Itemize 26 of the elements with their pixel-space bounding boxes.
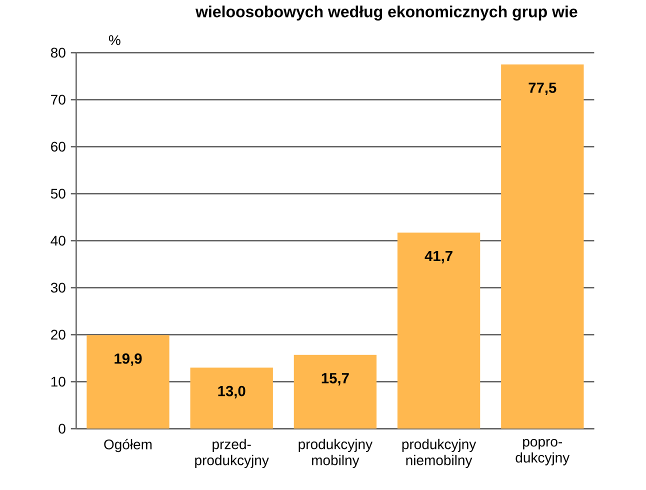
x-tick-label: popro- dukcyjny [516, 438, 570, 466]
bar [86, 335, 170, 429]
y-tick-label: 0 [58, 424, 66, 434]
data-label: 13,0 [218, 386, 246, 398]
y-tick-label: 40 [50, 236, 66, 246]
chart-title: wieloosobowych według ekonomicznych grup wie [195, 6, 578, 21]
y-tick-label: 20 [51, 330, 66, 340]
bar [294, 354, 377, 429]
bar [501, 64, 584, 429]
y-tick-label: 10 [51, 376, 66, 387]
x-tick-label: produkcyjny niemobilny [402, 438, 476, 468]
data-label: 41,7 [424, 250, 452, 264]
y-tick-label: 70 [51, 94, 66, 105]
data-label: 19,9 [114, 353, 142, 366]
bar [190, 368, 273, 429]
data-label: 15,7 [322, 373, 349, 386]
y-tick-label: 30 [50, 282, 66, 293]
bar [397, 232, 480, 429]
y-tick-label: 60 [51, 142, 66, 152]
x-tick-label: Ogółem [104, 438, 152, 452]
y-tick-label: 50 [50, 188, 66, 199]
x-tick-label: produkcyjny mobilny [298, 438, 372, 468]
data-label: 77,5 [528, 82, 556, 96]
y-tick-label: 80 [50, 48, 66, 58]
y-axis-title: % [108, 35, 120, 46]
x-tick-label: przed- produkcyjny [195, 438, 269, 468]
